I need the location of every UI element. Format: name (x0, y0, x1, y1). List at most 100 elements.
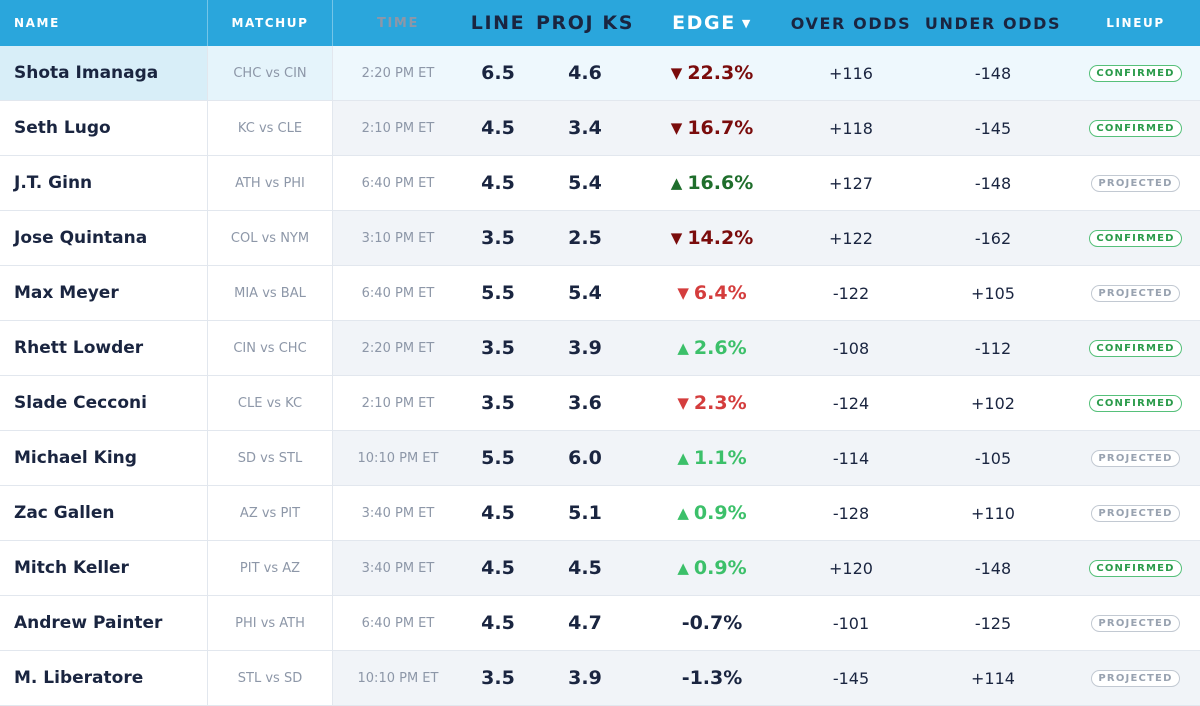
pitcher-name[interactable]: Seth Lugo (0, 101, 208, 155)
column-header-under-odds[interactable]: UNDER ODDS (915, 0, 1071, 46)
under-odds-cell[interactable]: +114 (971, 668, 1015, 688)
lineup-status-badge: PROJECTED (1091, 174, 1180, 192)
column-header-edge[interactable]: EDGE ▼ (637, 0, 787, 46)
column-header-label: NAME (14, 16, 60, 30)
under-odds-cell[interactable]: +102 (971, 393, 1015, 413)
row-stats: 6:40 PM ET 4.5 5.4 ▲ 16.6% +127 -148 PROJECTED (333, 156, 1200, 210)
over-odds-cell[interactable]: -124 (832, 393, 870, 413)
edge-value: 0.9% (693, 557, 747, 579)
edge-cell: ▼ 22.3% (637, 62, 787, 84)
edge-cell: ▲ 16.6% (637, 172, 787, 194)
table-row[interactable]: Rhett Lowder CIN vs CHC 2:20 PM ET 3.5 3.9 ▲ 2… (0, 321, 1200, 376)
row-stats: 6:40 PM ET 5.5 5.4 ▼ 6.4% -122 +105 PROJECTED (333, 266, 1200, 320)
line-cell: 4.5 (481, 557, 515, 579)
edge-cell: ▲ 0.9% (637, 557, 787, 579)
over-odds-cell[interactable]: -128 (832, 503, 870, 523)
table-row[interactable]: Seth Lugo KC vs CLE 2:10 PM ET 4.5 3.4 ▼ 16.7%… (0, 101, 1200, 156)
over-odds-cell[interactable]: -101 (832, 613, 870, 633)
pitcher-name[interactable]: Rhett Lowder (0, 321, 208, 375)
pitcher-name[interactable]: M. Liberatore (0, 651, 208, 705)
row-stats: 10:10 PM ET 3.5 3.9 -1.3% -145 +114 PROJECTED (333, 651, 1200, 705)
table-row[interactable]: Andrew Painter PHI vs ATH 6:40 PM ET 4.5 4.7… (0, 596, 1200, 651)
under-odds-cell[interactable]: -162 (974, 228, 1012, 248)
edge-cell: ▼ 6.4% (637, 282, 787, 304)
over-odds-cell[interactable]: +120 (829, 558, 873, 578)
matchup-cell: PIT vs AZ (208, 541, 333, 595)
game-time-cell: 3:40 PM ET (361, 560, 435, 576)
lineup-status-badge: PROJECTED (1091, 669, 1180, 687)
edge-value: 16.6% (687, 172, 754, 194)
column-header-proj-ks[interactable]: PROJ KS (533, 0, 637, 46)
over-odds-cell[interactable]: +122 (829, 228, 873, 248)
table-row[interactable]: Mitch Keller PIT vs AZ 3:40 PM ET 4.5 4.5 ▲ 0.… (0, 541, 1200, 596)
table-row[interactable]: Shota Imanaga CHC vs CIN 2:20 PM ET 6.5 4.6 ▼… (0, 46, 1200, 101)
lineup-status-badge: CONFIRMED (1089, 119, 1182, 137)
column-header-line[interactable]: LINE (463, 0, 533, 46)
table-row[interactable]: Michael King SD vs STL 10:10 PM ET 5.5 6.0 ▲ 1… (0, 431, 1200, 486)
matchup-cell: KC vs CLE (208, 101, 333, 155)
edge-cell: ▲ 0.9% (637, 502, 787, 524)
over-odds-cell[interactable]: +127 (829, 173, 873, 193)
pitcher-name[interactable]: Zac Gallen (0, 486, 208, 540)
under-odds-cell[interactable]: -148 (974, 173, 1012, 193)
column-header-matchup[interactable]: MATCHUP (208, 0, 333, 46)
row-stats: 3:40 PM ET 4.5 4.5 ▲ 0.9% +120 -148 CONFIRMED (333, 541, 1200, 595)
projected-ks-cell: 3.4 (568, 117, 602, 139)
game-time-cell: 2:20 PM ET (361, 65, 435, 81)
table-row[interactable]: J.T. Ginn ATH vs PHI 6:40 PM ET 4.5 5.4 ▲ 16.6… (0, 156, 1200, 211)
table-row[interactable]: Max Meyer MIA vs BAL 6:40 PM ET 5.5 5.4 ▼ 6.4%… (0, 266, 1200, 321)
under-odds-cell[interactable]: -112 (974, 338, 1012, 358)
column-header-name[interactable]: NAME (0, 0, 208, 46)
table-row[interactable]: Zac Gallen AZ vs PIT 3:40 PM ET 4.5 5.1 ▲ 0.9%… (0, 486, 1200, 541)
over-odds-cell[interactable]: +116 (829, 63, 873, 83)
over-odds-cell[interactable]: -108 (832, 338, 870, 358)
edge-value: 6.4% (693, 282, 747, 304)
table-row[interactable]: M. Liberatore STL vs SD 10:10 PM ET 3.5 3.9 -… (0, 651, 1200, 706)
table-row[interactable]: Jose Quintana COL vs NYM 3:10 PM ET 3.5 2.5 ▼… (0, 211, 1200, 266)
pitcher-name[interactable]: Jose Quintana (0, 211, 208, 265)
pitcher-name[interactable]: Michael King (0, 431, 208, 485)
over-odds-cell[interactable]: -114 (832, 448, 870, 468)
projected-ks-cell: 3.9 (568, 667, 602, 689)
under-odds-cell[interactable]: +105 (971, 283, 1015, 303)
game-time-cell: 10:10 PM ET (357, 450, 439, 466)
game-time-cell: 6:40 PM ET (361, 175, 435, 191)
under-odds-cell[interactable]: -105 (974, 448, 1012, 468)
arrow-down-icon: ▼ (670, 229, 683, 247)
edge-cell: ▲ 2.6% (637, 337, 787, 359)
projected-ks-cell: 3.9 (568, 337, 602, 359)
under-odds-cell[interactable]: -125 (974, 613, 1012, 633)
column-header-lineup[interactable]: LINEUP (1071, 0, 1200, 46)
edge-value: 2.3% (693, 392, 747, 414)
under-odds-cell[interactable]: -145 (974, 118, 1012, 138)
edge-value: -1.3% (681, 667, 743, 689)
pitcher-name[interactable]: Shota Imanaga (0, 46, 208, 100)
edge-value: 0.9% (693, 502, 747, 524)
pitcher-name[interactable]: Andrew Painter (0, 596, 208, 650)
matchup-cell: COL vs NYM (208, 211, 333, 265)
under-odds-cell[interactable]: -148 (974, 558, 1012, 578)
under-odds-cell[interactable]: -148 (974, 63, 1012, 83)
column-header-label: LINEUP (1106, 16, 1165, 30)
over-odds-cell[interactable]: -145 (832, 668, 870, 688)
column-header-time[interactable]: TIME (333, 0, 463, 46)
pitcher-name[interactable]: J.T. Ginn (0, 156, 208, 210)
table-row[interactable]: Slade Cecconi CLE vs KC 2:10 PM ET 3.5 3.6 ▼ 2… (0, 376, 1200, 431)
column-header-label: PROJ KS (536, 12, 634, 34)
column-header-over-odds[interactable]: OVER ODDS (787, 0, 915, 46)
line-cell: 6.5 (481, 62, 515, 84)
edge-cell: -1.3% (637, 667, 787, 689)
arrow-down-icon: ▼ (670, 64, 683, 82)
line-cell: 4.5 (481, 612, 515, 634)
column-header-label: EDGE (672, 12, 736, 34)
under-odds-cell[interactable]: +110 (971, 503, 1015, 523)
projected-ks-cell: 5.4 (568, 172, 602, 194)
pitcher-name[interactable]: Mitch Keller (0, 541, 208, 595)
lineup-status-badge: CONFIRMED (1089, 64, 1182, 82)
lineup-cell: PROJECTED (1071, 174, 1200, 192)
pitcher-name[interactable]: Max Meyer (0, 266, 208, 320)
over-odds-cell[interactable]: -122 (832, 283, 870, 303)
over-odds-cell[interactable]: +118 (829, 118, 873, 138)
matchup-cell: PHI vs ATH (208, 596, 333, 650)
pitcher-name[interactable]: Slade Cecconi (0, 376, 208, 430)
